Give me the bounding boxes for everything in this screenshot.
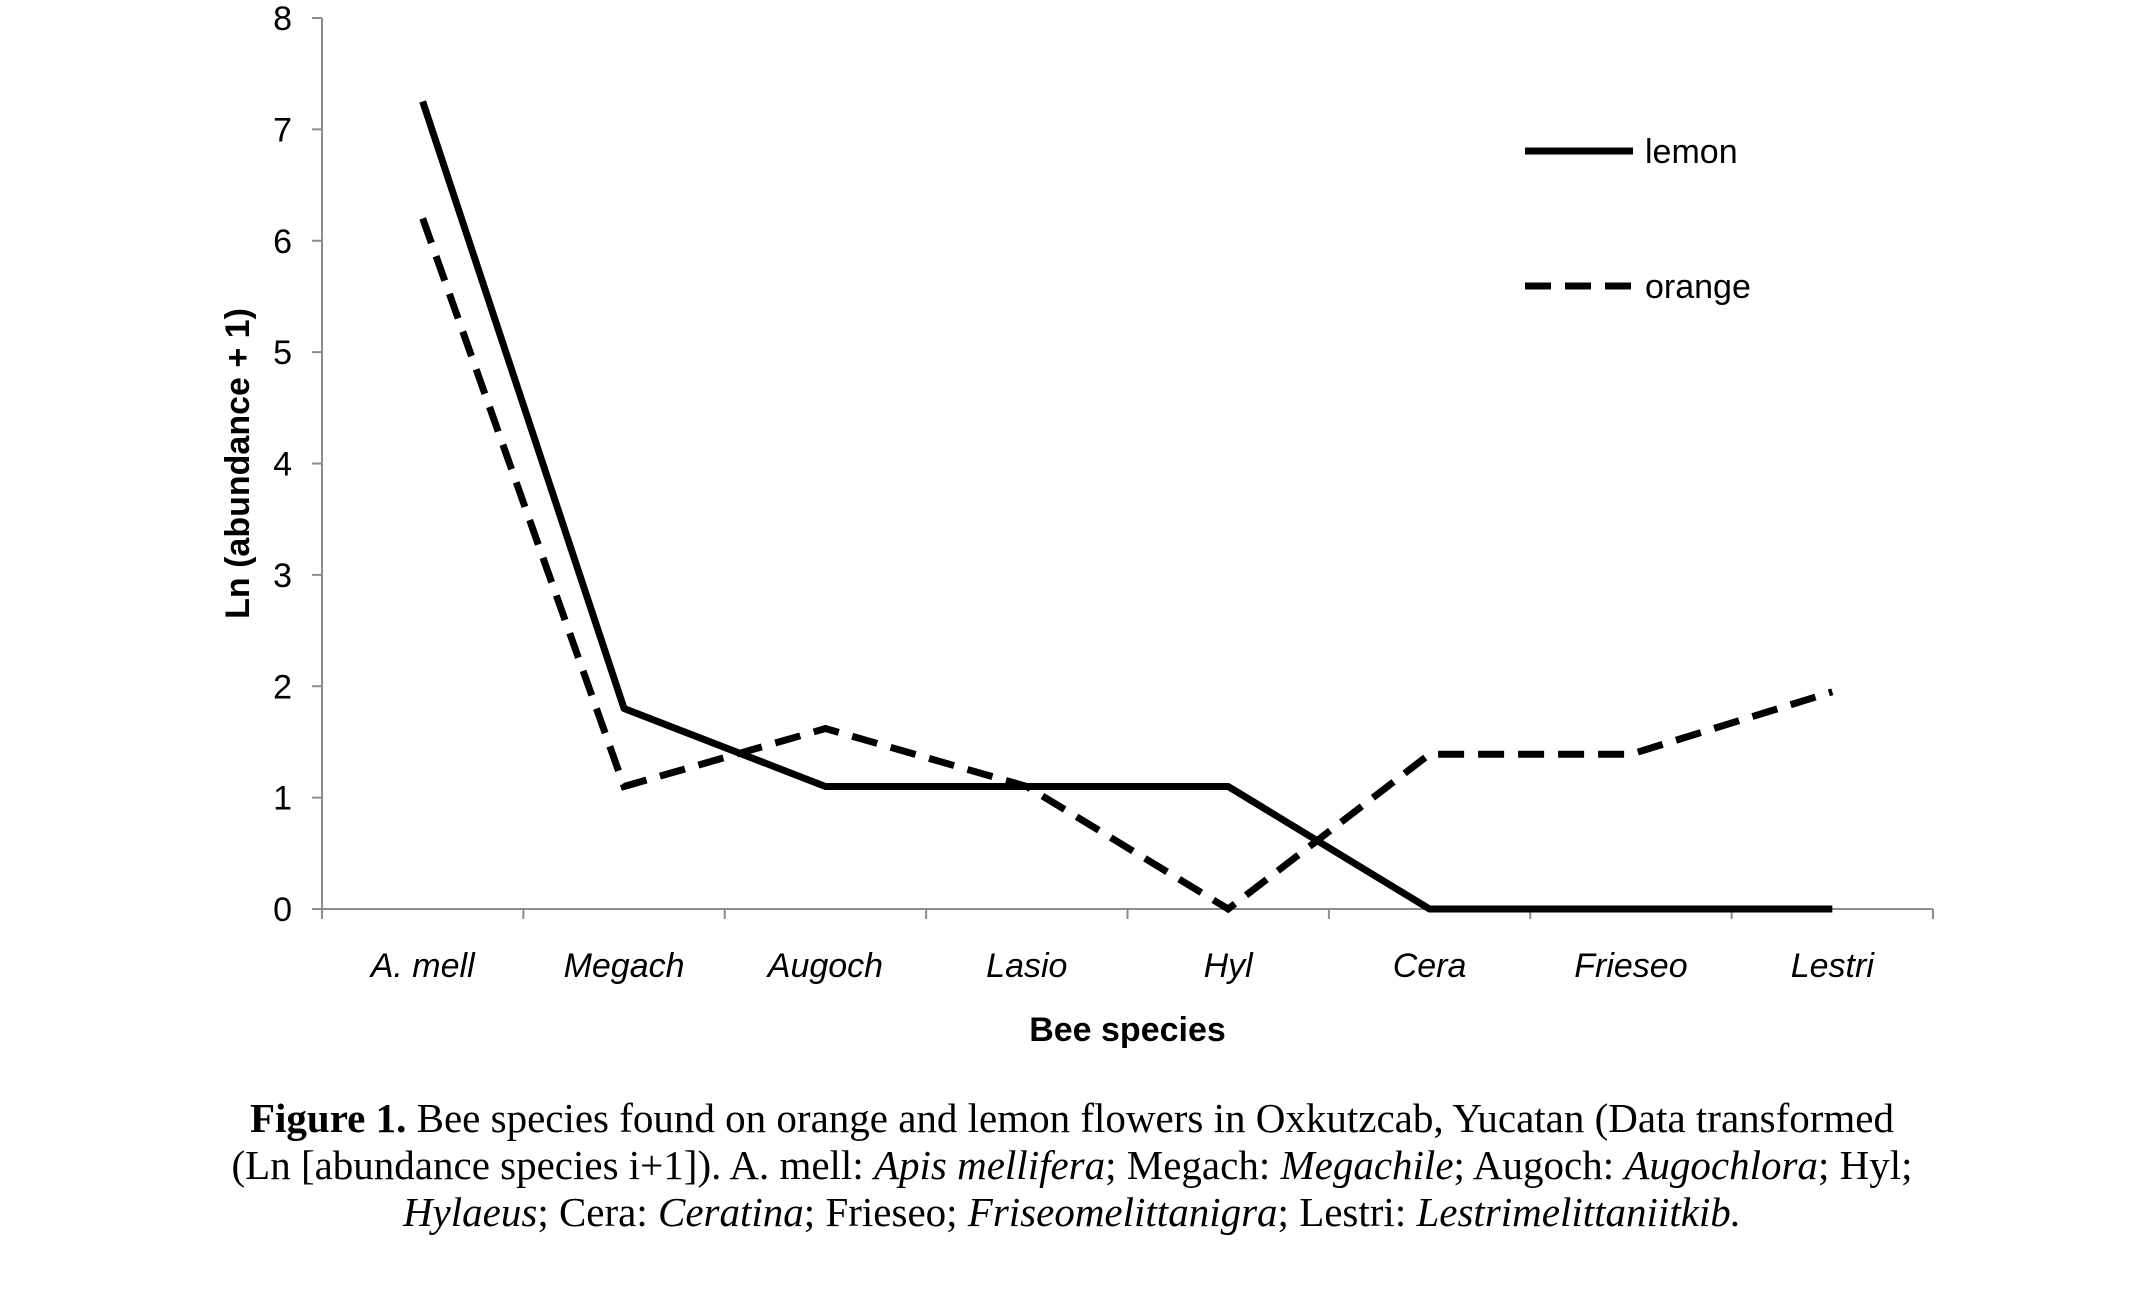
- legend: lemon orange: [1525, 133, 1751, 306]
- y-tick-label: 2: [273, 668, 292, 706]
- caption-fragment: Apis mellifera: [873, 1142, 1106, 1188]
- series-line-orange: [419, 217, 1834, 914]
- caption-fragment: ; Augoch:: [1453, 1142, 1625, 1188]
- caption-line-1: Figure 1. Bee species found on orange an…: [0, 1095, 2144, 1142]
- caption-fragment: Friseomelittanigra: [967, 1189, 1278, 1235]
- y-tick-label: 6: [273, 223, 292, 261]
- figure-caption: Figure 1. Bee species found on orange an…: [0, 1095, 2144, 1236]
- x-category-label: Lestri: [1791, 947, 1876, 985]
- x-category-label: Augoch: [766, 947, 883, 985]
- caption-fragment: ; Frieseo;: [803, 1189, 968, 1235]
- caption-fragment: Augochlora: [1624, 1142, 1818, 1188]
- series-line-lemon: [419, 100, 1833, 913]
- caption-fragment: ; Cera:: [537, 1189, 658, 1235]
- legend-label-lemon: lemon: [1645, 133, 1738, 171]
- x-category-labels: A. mell Megach Augoch Lasio Hyl Cera Frieseo Le…: [321, 909, 1934, 985]
- series-layer: [419, 100, 1834, 914]
- y-tick-label: 0: [273, 891, 292, 929]
- y-tick-label: 5: [273, 334, 292, 372]
- x-category-label: Megach: [564, 947, 685, 985]
- caption-fragment: Lestrimelittaniitkib.: [1416, 1189, 1742, 1235]
- legend-label-orange: orange: [1645, 268, 1751, 306]
- y-tick-label: 8: [273, 0, 292, 38]
- x-category-label: Frieseo: [1574, 947, 1687, 985]
- y-axis-title: Ln (abundance + 1): [219, 308, 257, 619]
- caption-line-1-text: Bee species found on orange and lemon fl…: [406, 1095, 1895, 1141]
- caption-line-3: Hylaeus; Cera: Ceratina; Frieseo; Friseo…: [0, 1189, 2144, 1236]
- x-category-label: A. mell: [369, 947, 476, 985]
- caption-fragment: (Ln [abundance species i+1]). A. mell:: [231, 1142, 874, 1188]
- caption-fragment: Megachile: [1280, 1142, 1454, 1188]
- x-axis-title: Bee species: [1029, 1011, 1226, 1049]
- caption-fragment: ; Lestri:: [1277, 1189, 1417, 1235]
- x-category-label: Hyl: [1204, 947, 1255, 985]
- caption-fragment: Hylaeus: [402, 1189, 538, 1235]
- y-ticks: 0 1 2 3 4 5 6 7 8: [273, 0, 322, 929]
- line-chart: 0 1 2 3 4 5 6 7 8 A. mell Megach Augoch Lasio Hyl Cer…: [219, 0, 1934, 1049]
- y-tick-label: 1: [273, 780, 292, 818]
- caption-fragment: Ceratina: [658, 1189, 804, 1235]
- x-category-label: Cera: [1393, 947, 1467, 985]
- caption-line-2: (Ln [abundance species i+1]). A. mell: A…: [0, 1142, 2144, 1189]
- figure-label: Figure 1.: [249, 1095, 407, 1141]
- x-category-label: Lasio: [986, 947, 1067, 985]
- caption-fragment: ; Hyl;: [1817, 1142, 1913, 1188]
- y-tick-label: 3: [273, 557, 292, 595]
- y-tick-label: 7: [273, 111, 292, 149]
- caption-fragment: ; Megach:: [1105, 1142, 1281, 1188]
- y-tick-label: 4: [273, 446, 292, 484]
